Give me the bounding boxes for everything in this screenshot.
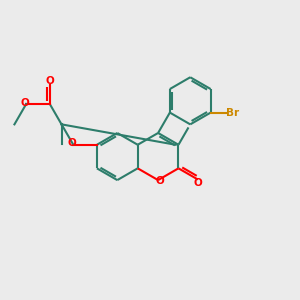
Text: O: O [20, 98, 29, 108]
Text: Br: Br [226, 108, 239, 118]
Text: O: O [67, 139, 76, 148]
Text: O: O [194, 178, 202, 188]
Text: O: O [45, 76, 54, 86]
Text: O: O [155, 176, 164, 186]
